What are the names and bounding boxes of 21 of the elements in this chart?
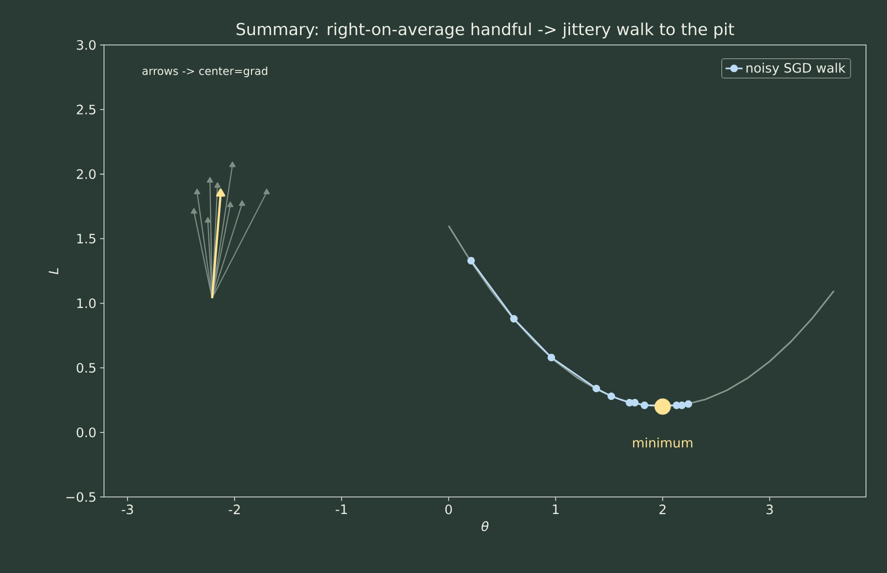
y-tick-label: −0.5: [66, 492, 96, 502]
y-tick-label: 2.5: [76, 104, 96, 114]
chart-title: Summary: right-on-average handful -> jittery walk to the pit: [236, 22, 734, 38]
y-tick-label: 3.0: [76, 40, 96, 50]
y-tick-label: 2.0: [76, 169, 96, 180]
x-tick-label: -3: [122, 504, 133, 514]
y-tick-label: 1.5: [77, 234, 96, 244]
x-tick-label: -2: [228, 504, 240, 514]
x-axis-title: θ: [482, 521, 488, 532]
annotation: arrows -> center=grad: [142, 66, 268, 78]
x-tick-label: 0: [445, 504, 452, 514]
annotation: minimum: [633, 438, 692, 448]
x-tick-label: -1: [336, 504, 347, 514]
x-tick-label: 1: [552, 504, 559, 514]
y-axis-title: L: [48, 268, 58, 274]
x-tick-label: 3: [766, 504, 773, 514]
legend-label: noisy SGD walk: [746, 62, 846, 76]
y-tick-label: 0.5: [76, 362, 96, 373]
y-tick-label: 1.0: [77, 298, 96, 308]
x-tick-label: 2: [660, 504, 666, 514]
y-tick-label: 0.0: [76, 428, 96, 438]
